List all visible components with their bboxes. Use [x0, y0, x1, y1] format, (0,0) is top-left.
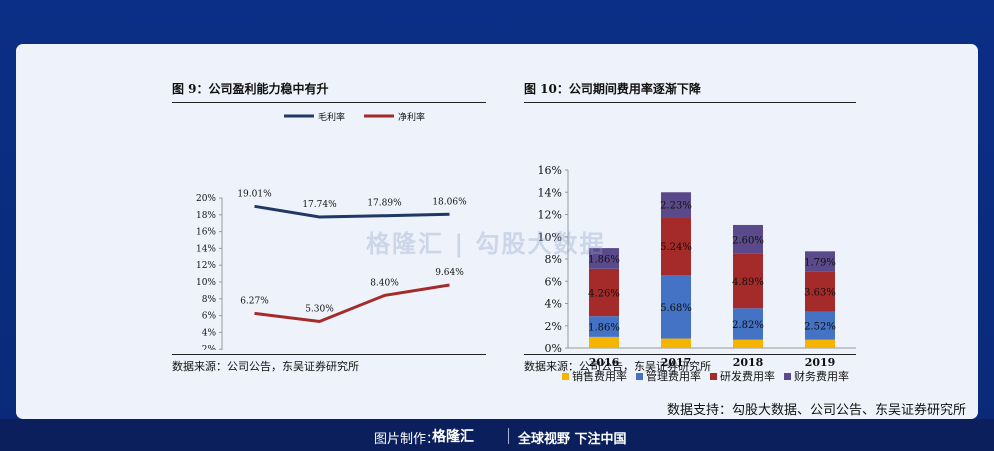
left-chart-title: 图 9：公司盈利能力稳中有升	[172, 82, 329, 96]
x-tick-label: 2016	[589, 356, 620, 369]
data-label: 6.27%	[240, 296, 269, 306]
right-source-rule	[524, 354, 856, 355]
bar-segment	[733, 308, 763, 340]
data-label: 2.23%	[660, 201, 692, 212]
data-label: 2.82%	[732, 320, 764, 331]
right-title-rule	[524, 102, 856, 103]
y-tick-label: 20%	[196, 194, 216, 204]
y-tick-label: 10%	[196, 278, 216, 288]
series-line-2	[254, 283, 450, 324]
data-support-text: 数据支持：勾股大数据、公司公告、东吴证券研究所	[666, 403, 966, 418]
legend-label-2: 管理费用率	[646, 369, 701, 383]
y-tick-label: 16%	[196, 228, 216, 238]
data-label: 1.86%	[588, 323, 620, 334]
y-tick-label: 14%	[196, 244, 216, 254]
x-tick-label: 2018	[733, 356, 764, 369]
bar-segment	[805, 339, 835, 348]
bar-segment	[661, 217, 691, 276]
footer-logo: 格隆汇	[432, 429, 474, 445]
right-chart-title: 图 10：公司期间费用率逐渐下降	[524, 82, 701, 96]
data-label: 4.89%	[732, 277, 764, 288]
data-label: 4.26%	[588, 288, 620, 299]
bar-segment	[589, 268, 619, 317]
data-label: 1.79%	[804, 257, 836, 268]
bar-segment	[733, 253, 763, 309]
legend-label-4: 财务费用率	[794, 369, 849, 383]
watermark: 格隆汇 | 勾股大数据	[366, 230, 606, 258]
y-tick-label: 4%	[202, 328, 217, 338]
right-source-text: 数据来源：公司公告，东吴证券研究所	[524, 360, 711, 373]
bar-segment	[733, 339, 763, 348]
data-label: 3.63%	[804, 287, 836, 298]
y-tick-label: 0%	[545, 342, 562, 355]
data-label: 8.40%	[370, 278, 399, 288]
data-label: 17.74%	[302, 200, 337, 210]
data-label: 17.89%	[367, 199, 402, 209]
bar-segment	[661, 275, 691, 339]
y-tick-label: 16%	[538, 164, 562, 177]
data-label: 5.68%	[660, 303, 692, 314]
legend-swatch-1	[562, 373, 569, 380]
bar-segment	[589, 316, 619, 337]
data-label: 2.52%	[804, 322, 836, 333]
y-tick-label: 6%	[545, 275, 562, 288]
legend-label-1: 销售费用率	[572, 369, 627, 383]
data-label: 1.86%	[588, 254, 620, 265]
left-source-text: 数据来源：公司公告，东吴证券研究所	[172, 360, 359, 373]
bar-segment	[661, 338, 691, 348]
footer-made-by-label: 图片制作：	[374, 432, 440, 447]
footer-bar: 图片制作： 格隆汇 全球视野 下注中国	[0, 419, 994, 451]
bar-segment	[805, 251, 835, 272]
data-label: 5.24%	[660, 242, 692, 253]
bar-segment	[805, 311, 835, 340]
y-tick-label: 2%	[545, 320, 562, 333]
x-tick-label: 2019	[805, 356, 836, 369]
line-chart: 0%2%4%6%8%10%12%14%16%18%20%201620172018…	[196, 111, 467, 350]
y-tick-label: 6%	[202, 312, 217, 322]
y-tick-label: 12%	[196, 261, 216, 271]
y-tick-label: 18%	[196, 211, 216, 221]
bar-segment	[589, 248, 619, 269]
left-title-rule	[172, 102, 486, 103]
y-tick-label: 4%	[545, 298, 562, 311]
data-label: 19.01%	[237, 189, 272, 199]
legend-swatch-4	[784, 373, 791, 380]
bar-segment	[661, 192, 691, 218]
bar-segment	[589, 336, 619, 348]
y-tick-label: 12%	[538, 209, 562, 222]
bar-segment	[733, 224, 763, 254]
legend-label-1: 毛利率	[318, 111, 345, 123]
legend-label-2: 净利率	[398, 111, 425, 123]
left-source-rule	[172, 354, 486, 355]
x-tick-label: 2017	[661, 356, 692, 369]
legend-swatch-3	[710, 373, 717, 380]
footer-separator	[508, 428, 509, 444]
series-line-1	[254, 204, 450, 219]
y-tick-label: 8%	[202, 295, 217, 305]
y-tick-label: 8%	[545, 253, 562, 266]
stacked-bar-chart: 0% 2% 4% 6% 8% 10% 12% 14% 16% 2016 2017 2018 2019 1.…	[538, 164, 856, 383]
footer-slogan: 全球视野 下注中国	[518, 432, 627, 447]
bar-segment	[805, 271, 835, 312]
data-label: 2.60%	[732, 235, 764, 246]
y-tick-label: 10%	[538, 231, 562, 244]
data-label: 5.30%	[305, 304, 334, 314]
report-card: 图 9：公司盈利能力稳中有升 图 10：公司期间费用率逐渐下降 0% 2% 4% 6%…	[16, 44, 978, 419]
legend-label-3: 研发费用率	[720, 369, 775, 383]
y-tick-label: 14%	[538, 186, 562, 199]
data-label: 9.64%	[435, 268, 464, 278]
y-tick-label: 2%	[202, 345, 217, 350]
data-label: 18.06%	[432, 197, 467, 207]
legend-swatch-2	[636, 373, 643, 380]
